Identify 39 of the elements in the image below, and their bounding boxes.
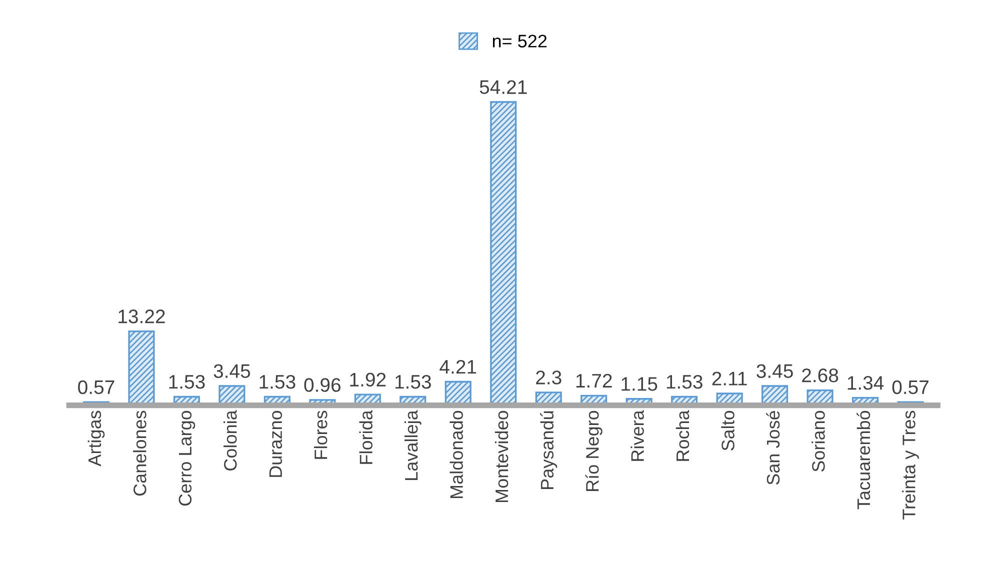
- x-tick-label: Rivera: [630, 410, 644, 461]
- data-label: 54.21: [480, 80, 527, 94]
- x-tick-label: Flores: [314, 410, 328, 459]
- data-label: 1.15: [622, 377, 658, 391]
- x-tick-label: Colonia: [224, 410, 237, 470]
- x-tick-label: Paysandú: [540, 411, 558, 489]
- x-tick-label: Florida: [359, 410, 373, 464]
- x-tick-label: Maldonado: [450, 410, 463, 498]
- data-label: 1.34: [848, 376, 884, 390]
- data-label: 4.21: [440, 360, 476, 374]
- x-tick-label: Salto: [721, 410, 734, 450]
- data-label: 1.53: [169, 374, 205, 389]
- x-tick-label: Rocha: [676, 410, 690, 461]
- data-label: 0.57: [78, 380, 114, 394]
- data-label: 2.3: [536, 370, 562, 384]
- data-label: 1.53: [666, 374, 702, 389]
- data-label: 3.45: [214, 364, 250, 378]
- x-tick-label: Río Negro: [585, 410, 602, 491]
- x-tick-label: San José: [766, 410, 780, 485]
- x-tick-label: Artigas: [88, 410, 105, 466]
- data-label: 1.53: [260, 374, 296, 389]
- data-label: 0.57: [892, 380, 928, 394]
- x-tick-label: Tacuarembó: [856, 410, 870, 510]
- data-label: 0.96: [304, 378, 340, 392]
- data-label: 1.53: [395, 374, 431, 389]
- x-tick-label: Cerro Largo: [178, 410, 196, 506]
- x-tick-label: Soriano: [812, 410, 825, 472]
- data-label: 1.72: [576, 374, 612, 388]
- data-label: 3.45: [756, 364, 793, 378]
- data-label: 2.68: [802, 368, 838, 382]
- data-label: 1.92: [350, 372, 386, 387]
- data-label: 2.11: [712, 372, 747, 386]
- data-label: 13.22: [118, 310, 165, 324]
- x-tick-label: Canelones: [133, 410, 146, 496]
- legend-label: n= 522: [492, 34, 547, 48]
- x-tick-label: Lavalleja: [404, 410, 422, 480]
- x-tick-label: Montevideo: [494, 410, 508, 502]
- x-tick-label: Treinta y Tres: [902, 410, 919, 520]
- x-tick-label: Durazno: [269, 410, 282, 477]
